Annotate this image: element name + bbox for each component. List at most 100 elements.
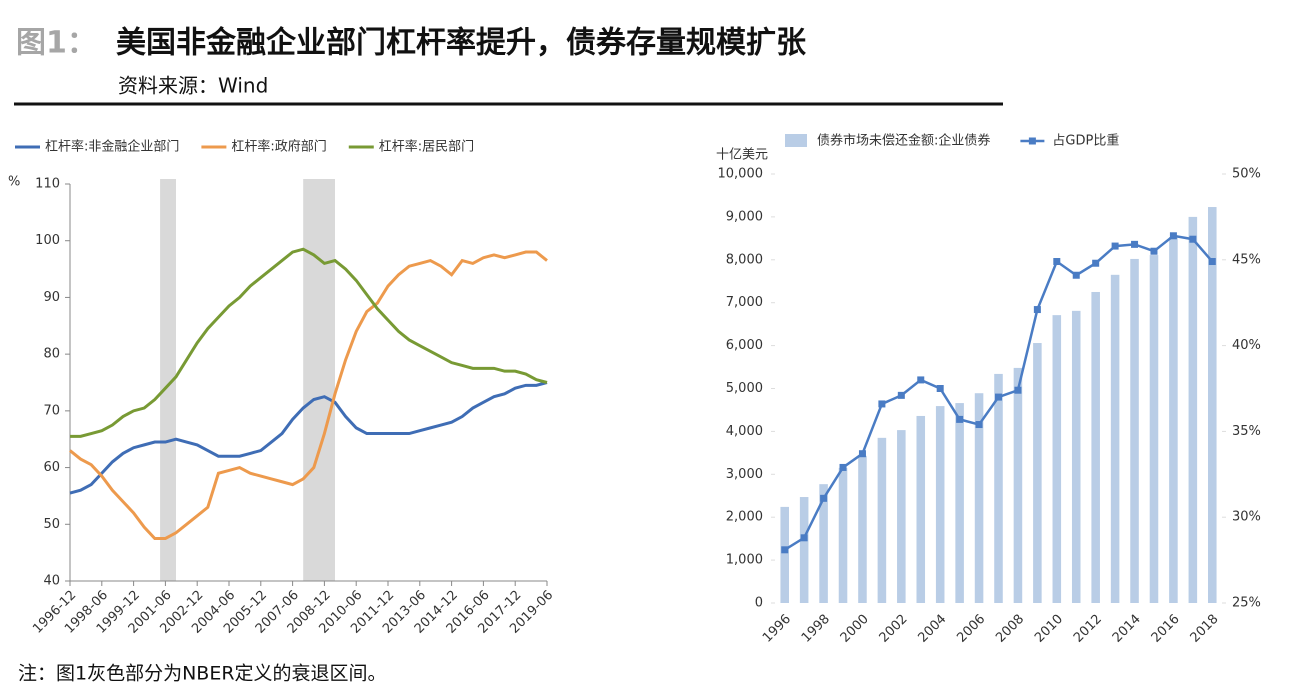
y2-tick-label: 50% xyxy=(1232,167,1261,182)
x-tick-label: 2012 xyxy=(1071,612,1105,646)
y-tick-label: 6,000 xyxy=(726,338,763,353)
legend-label: 债券市场未偿还金额:企业债券 xyxy=(817,133,990,149)
line-marker xyxy=(1131,240,1139,248)
bar xyxy=(955,403,964,603)
figure-note: 注：图1灰色部分为NBER定义的衰退区间。 xyxy=(18,663,387,685)
y-tick-label: 40 xyxy=(43,574,60,589)
x-tick-label: 2004 xyxy=(915,612,949,646)
series-line xyxy=(69,381,548,495)
bar xyxy=(1110,274,1120,603)
bar xyxy=(974,393,984,603)
line-marker xyxy=(781,546,789,554)
line-marker xyxy=(1150,247,1158,255)
line-marker xyxy=(878,400,886,408)
bar xyxy=(897,430,906,603)
y2-tick-label: 45% xyxy=(1232,252,1261,267)
line-marker xyxy=(995,393,1002,401)
line-marker xyxy=(1208,258,1216,266)
y-tick-label: 2,000 xyxy=(726,510,763,525)
y-tick-label: 60 xyxy=(43,460,60,475)
line-marker xyxy=(800,534,808,542)
bar xyxy=(1208,207,1217,603)
line-marker xyxy=(897,391,905,399)
bar xyxy=(994,373,1003,603)
y-tick-label: 90 xyxy=(43,290,60,305)
line-marker xyxy=(820,494,828,502)
y-tick-label: 0 xyxy=(755,596,763,611)
line-marker xyxy=(1189,235,1197,243)
figure-title: 美国非金融企业部门杠杆率提升，债券存量规模扩张 xyxy=(116,26,806,61)
y-tick-label: 4,000 xyxy=(726,424,763,439)
y-axis-label: % xyxy=(8,175,20,190)
line-marker xyxy=(1033,306,1041,314)
bar xyxy=(838,467,848,603)
bar xyxy=(1013,367,1023,603)
y-tick-label: 3,000 xyxy=(726,467,763,482)
legend-label: 占GDP比重 xyxy=(1052,133,1119,149)
bar xyxy=(1052,315,1062,603)
bar xyxy=(916,415,926,603)
bar xyxy=(858,455,867,603)
line-marker xyxy=(1111,242,1119,250)
line-marker xyxy=(1072,271,1080,279)
shaded-region xyxy=(303,179,335,581)
line-marker xyxy=(936,385,944,392)
x-tick-label: 2002 xyxy=(877,612,911,646)
legend-swatch xyxy=(785,134,807,147)
shaded-region xyxy=(160,179,176,581)
figure-source: 资料来源：Wind xyxy=(118,74,268,98)
y2-tick-label: 40% xyxy=(1232,338,1261,353)
line-marker xyxy=(839,463,847,471)
x-tick-label: 2014 xyxy=(1110,612,1144,646)
x-tick-label: 2010 xyxy=(1032,612,1066,646)
y-tick-label: 110 xyxy=(35,177,60,192)
series-line xyxy=(69,250,548,540)
y-tick-label: 7,000 xyxy=(726,295,763,310)
x-tick-label: 2006 xyxy=(954,612,988,646)
y-tick-label: 1,000 xyxy=(726,553,763,568)
bar xyxy=(1033,343,1042,603)
x-tick-label: 1998 xyxy=(799,612,833,646)
x-tick-label: 2018 xyxy=(1188,612,1222,646)
y-tick-label: 100 xyxy=(35,233,60,248)
legend-label: 杠杆率:政府部门 xyxy=(231,139,326,155)
bar xyxy=(819,484,828,603)
line-marker xyxy=(975,421,983,429)
y-tick-label: 5,000 xyxy=(726,381,763,396)
legend-label: 杠杆率:居民部门 xyxy=(379,139,474,155)
bar xyxy=(1071,310,1081,603)
x-tick-label: 1996 xyxy=(760,612,794,646)
x-tick-label: 2008 xyxy=(993,612,1027,646)
bar xyxy=(1169,237,1178,604)
y-tick-label: 9,000 xyxy=(726,209,763,224)
figure-label: 图1： xyxy=(16,26,97,61)
y-axis-label: 十亿美元 xyxy=(716,148,768,163)
series-line xyxy=(70,247,548,438)
y2-tick-label: 30% xyxy=(1232,510,1261,525)
y-tick-label: 80 xyxy=(43,347,60,362)
bar xyxy=(877,437,887,603)
bar xyxy=(1130,258,1139,603)
line-marker xyxy=(956,415,964,423)
bar xyxy=(935,406,945,603)
line-marker xyxy=(1053,258,1061,266)
y2-tick-label: 25% xyxy=(1232,596,1261,611)
bar xyxy=(1149,255,1159,603)
x-tick-label: 2016 xyxy=(1149,612,1183,646)
y-tick-label: 10,000 xyxy=(718,167,764,182)
line-marker xyxy=(858,450,866,458)
legend-label: 杠杆率:非金融企业部门 xyxy=(45,139,179,155)
bar xyxy=(1188,216,1198,603)
line-marker xyxy=(1169,232,1177,240)
line-marker xyxy=(1014,386,1022,394)
y2-tick-label: 35% xyxy=(1232,424,1261,439)
y-tick-label: 50 xyxy=(43,517,60,532)
bar xyxy=(799,497,809,603)
line-marker xyxy=(1092,259,1100,267)
bar xyxy=(1091,291,1100,603)
line-marker xyxy=(917,376,925,384)
bar xyxy=(780,506,789,603)
x-tick-label: 2000 xyxy=(838,612,872,646)
